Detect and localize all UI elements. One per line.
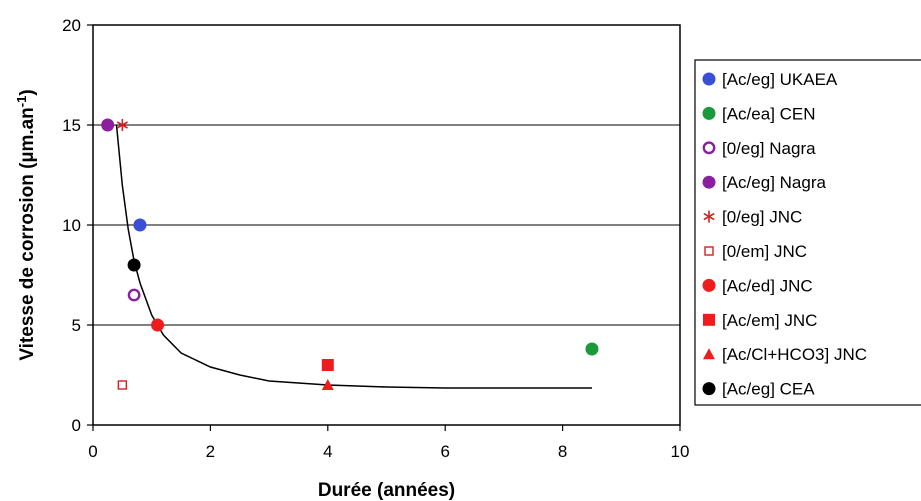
axis-ticks: 0 5 10 15 20 0 2 4 6 8 10 [62, 16, 689, 461]
y-tick-label: 10 [62, 216, 81, 235]
x-tick-label: 2 [206, 442, 215, 461]
legend-label: [Ac/eg] CEA [722, 380, 815, 399]
x-tick-label: 0 [88, 442, 97, 461]
data-point [151, 318, 165, 332]
y-tick-label: 15 [62, 116, 81, 135]
x-tick-label: 4 [323, 442, 332, 461]
legend-label: [Ac/eg] Nagra [722, 173, 826, 192]
legend-entry: [Ac/em] JNC [703, 311, 817, 330]
data-point [321, 359, 334, 371]
data-point [101, 118, 115, 132]
legend-marker [703, 210, 715, 223]
y-axis-title-close: ) [17, 89, 38, 95]
data-point [321, 379, 334, 390]
data-point [133, 218, 147, 232]
legend-entry: [Ac/ed] JNC [702, 276, 813, 295]
legend-entry: [Ac/eg] CEA [702, 380, 815, 399]
legend-marker [702, 141, 716, 155]
legend-marker [702, 106, 716, 120]
legend-label: [Ac/ed] JNC [722, 276, 813, 295]
legend-entry: [Ac/Cl+HCO3] JNC [703, 345, 867, 364]
data-point [116, 119, 128, 131]
trend-curve [115, 124, 592, 389]
legend-entry: [Ac/eg] Nagra [702, 173, 826, 192]
legend-entry: [0/eg] Nagra [702, 139, 816, 158]
legend-label: [Ac/eg] UKAEA [722, 70, 838, 89]
legend-marker [702, 72, 716, 86]
y-tick-label: 0 [72, 416, 81, 435]
legend-entry: [0/em] JNC [704, 242, 807, 261]
x-tick-label: 10 [671, 442, 690, 461]
legend-label: [Ac/ea] CEN [722, 104, 816, 123]
y-tick-label: 20 [62, 16, 81, 35]
data-point [127, 258, 141, 272]
x-tick-label: 6 [440, 442, 449, 461]
x-tick-label: 8 [558, 442, 567, 461]
data-points [101, 118, 599, 390]
legend-label: [0/eg] JNC [722, 208, 802, 227]
y-axis-title-superscript: -1 [14, 96, 29, 108]
legend-label: [Ac/Cl+HCO3] JNC [722, 345, 867, 364]
legend-entry: [0/eg] JNC [703, 208, 802, 227]
y-axis-title: Vitesse de corrosion (µm.an-1) [14, 89, 38, 360]
legend-entry: [Ac/ea] CEN [702, 104, 816, 123]
legend-marker [704, 246, 714, 256]
legend [694, 59, 921, 406]
legend-entry: [Ac/eg] UKAEA [702, 70, 838, 89]
legend-marker [702, 382, 716, 396]
legend-label: [0/eg] Nagra [722, 139, 816, 158]
legend-label: [Ac/em] JNC [722, 311, 817, 330]
gridlines [93, 124, 680, 326]
y-tick-label: 5 [72, 316, 81, 335]
legend-marker [702, 175, 716, 189]
legend-marker [703, 313, 715, 326]
x-axis-title: Durée (années) [318, 480, 455, 501]
data-point [585, 342, 599, 356]
legend-marker [702, 278, 716, 292]
legend-label: [0/em] JNC [722, 242, 807, 261]
legend-items: [Ac/eg] UKAEA [Ac/ea] CEN [0/eg] Nagra [Ac/… [702, 70, 867, 399]
data-point [117, 380, 128, 390]
data-point [127, 288, 141, 302]
y-axis-title-main: Vitesse de corrosion (µm.an [17, 107, 38, 360]
legend-marker [703, 348, 715, 360]
